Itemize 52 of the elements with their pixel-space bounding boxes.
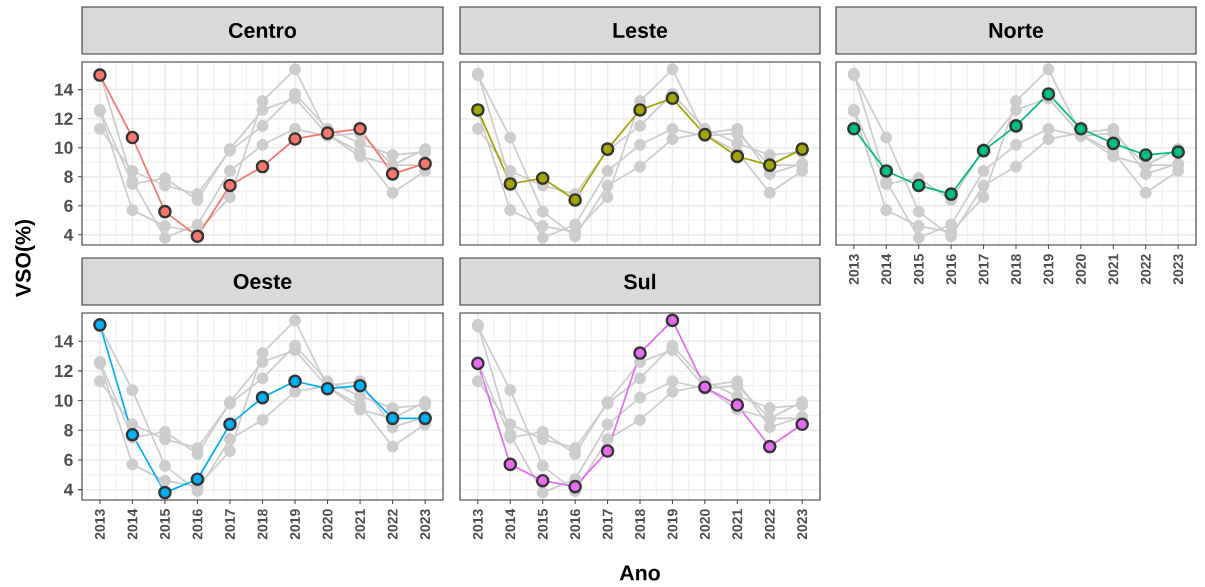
x-tick-label: 2022 xyxy=(764,509,775,540)
x-tick-label: 2016 xyxy=(192,509,203,540)
x-tick-label: 2016 xyxy=(946,254,957,285)
x-axis-title: Ano xyxy=(619,565,660,581)
y-tick-label: 4 xyxy=(63,483,74,496)
chart-title: Oeste xyxy=(233,273,292,290)
x-tick-label: 2014 xyxy=(127,508,138,540)
y-tick-label: 8 xyxy=(64,424,73,437)
y-tick-label: 6 xyxy=(64,453,73,467)
x-tick-label: 2023 xyxy=(1173,254,1184,285)
x-tick-label: 2020 xyxy=(322,509,333,540)
x-tick-label: 2013 xyxy=(848,254,859,285)
x-tick-label: 2023 xyxy=(420,509,431,540)
x-tick-label: 2019 xyxy=(1043,254,1054,285)
x-tick-label: 2015 xyxy=(159,509,170,540)
y-tick-label: 12 xyxy=(55,112,73,125)
chart-title: Norte xyxy=(989,23,1044,38)
x-tick-label: 2017 xyxy=(602,509,613,540)
x-tick-label: 2017 xyxy=(978,254,989,285)
x-tick-label: 2018 xyxy=(1011,254,1021,285)
x-tick-label: 2021 xyxy=(355,509,366,540)
x-tick-label: 2020 xyxy=(1075,254,1086,285)
x-tick-label: 2022 xyxy=(1140,254,1151,285)
x-tick-label: 2013 xyxy=(472,509,483,540)
y-tick-label: 12 xyxy=(55,364,73,377)
y-tick-label: 14 xyxy=(55,83,74,96)
x-tick-label: 2018 xyxy=(257,509,268,540)
x-tick-label: 2019 xyxy=(290,509,300,540)
y-axis-title: VSO(%) xyxy=(15,219,35,297)
x-tick-label: 2015 xyxy=(913,254,924,285)
x-tick-label: 2022 xyxy=(387,509,398,540)
x-tick-label: 2018 xyxy=(635,509,645,540)
x-tick-label: 2019 xyxy=(667,509,678,540)
x-tick-label: 2017 xyxy=(225,509,235,540)
chart-title: Centro xyxy=(229,22,297,39)
y-tick-label: 14 xyxy=(55,335,74,348)
y-tick-label: 4 xyxy=(63,228,74,241)
x-tick-label: 2014 xyxy=(505,508,516,540)
x-tick-label: 2015 xyxy=(537,509,548,540)
chart-title: Leste xyxy=(613,23,668,38)
x-tick-label: 2020 xyxy=(699,509,710,540)
y-tick-label: 6 xyxy=(64,199,73,212)
x-tick-label: 2016 xyxy=(570,509,581,540)
chart-title: Sul xyxy=(624,273,656,290)
y-tick-label: 10 xyxy=(55,141,73,154)
x-tick-label: 2023 xyxy=(797,509,808,540)
x-tick-label: 2021 xyxy=(1108,254,1119,285)
x-tick-label: 2013 xyxy=(94,509,105,540)
y-tick-label: 8 xyxy=(64,170,73,183)
y-tick-label: 10 xyxy=(55,394,73,407)
x-tick-label: 2021 xyxy=(732,509,743,540)
x-tick-label: 2014 xyxy=(881,253,892,285)
